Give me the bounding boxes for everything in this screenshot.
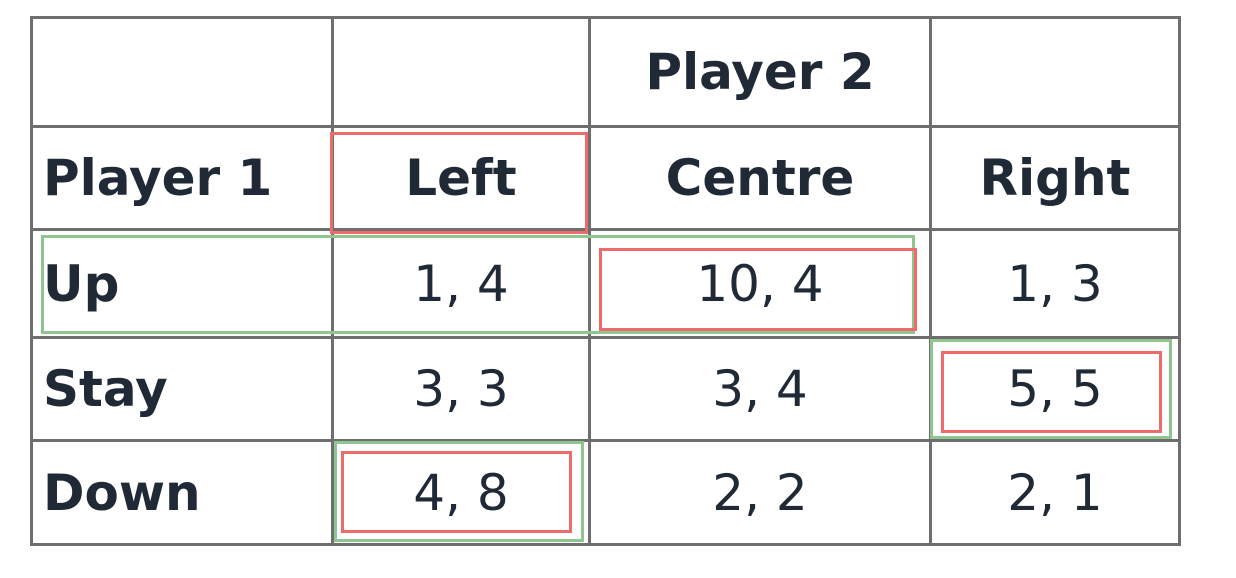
grid-line-v1 <box>331 16 334 546</box>
player2-label: Player 2 <box>645 43 875 101</box>
grid-line-v3 <box>929 16 932 546</box>
grid-line-h0 <box>30 16 1181 19</box>
column-header-right: Right <box>979 149 1131 207</box>
payoff-up-right: 1, 3 <box>1007 254 1103 313</box>
row-label-down: Down <box>43 463 201 522</box>
row-label-stay: Stay <box>43 360 168 418</box>
payoff-up-centre: 10, 4 <box>696 254 824 313</box>
grid-line-v4 <box>1178 16 1181 546</box>
grid-line-h5 <box>30 543 1181 546</box>
payoff-stay-left: 3, 3 <box>413 360 509 418</box>
payoff-down-centre: 2, 2 <box>712 463 808 522</box>
grid-line-h4 <box>30 439 1181 442</box>
grid-line-v0 <box>30 16 33 546</box>
payoff-down-right: 2, 1 <box>1007 463 1103 522</box>
column-header-left: Left <box>405 149 517 207</box>
payoff-up-left: 1, 4 <box>413 254 509 313</box>
grid-line-v2 <box>588 16 591 546</box>
payoff-stay-centre: 3, 4 <box>712 360 808 418</box>
payoff-stay-right: 5, 5 <box>1007 360 1103 418</box>
column-header-centre: Centre <box>665 149 855 207</box>
row-label-up: Up <box>43 254 120 313</box>
grid-line-h3 <box>30 336 1181 339</box>
payoff-down-left: 4, 8 <box>413 463 509 522</box>
grid-line-h1 <box>30 125 1181 128</box>
player1-label: Player 1 <box>43 149 273 207</box>
grid-line-h2 <box>30 228 1181 231</box>
